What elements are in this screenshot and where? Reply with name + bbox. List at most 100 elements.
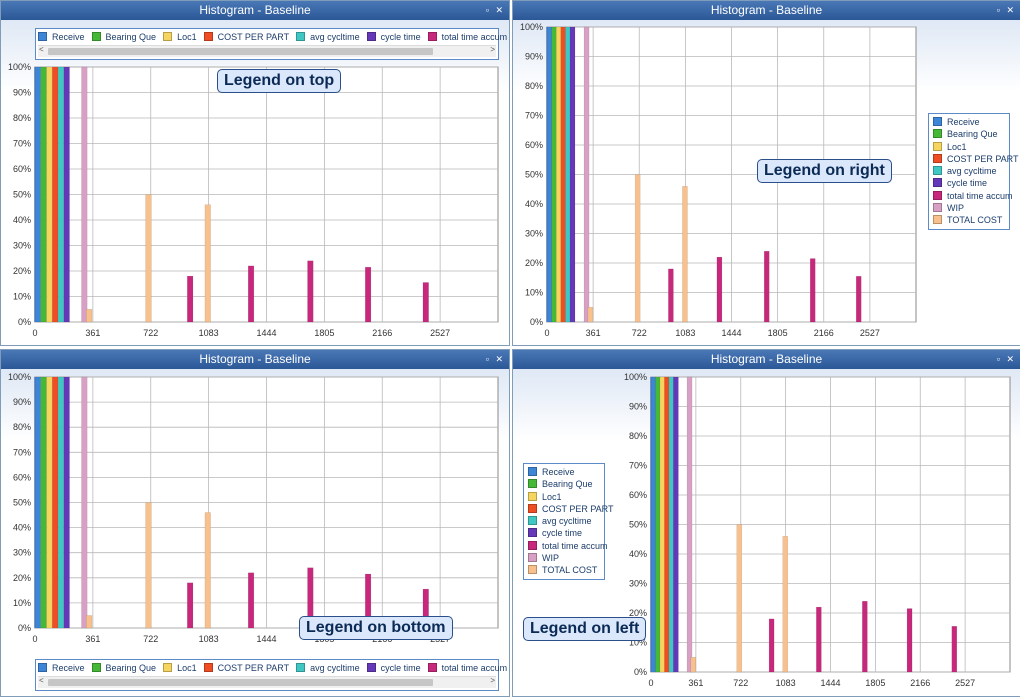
bar-total-cost — [86, 615, 93, 629]
legend-items: Receive Bearing Que Loc1 COST PER PART avg c… — [528, 466, 614, 577]
y-tick-label: 50% — [629, 520, 647, 530]
legend-item[interactable]: avg cycltime — [528, 515, 600, 527]
scroll-right-icon[interactable]: > — [490, 676, 495, 685]
window-buttons-icon[interactable]: ▫ ✕ — [996, 354, 1016, 364]
legend-label: Loc1 — [177, 663, 197, 673]
window-buttons-icon[interactable]: ▫ ✕ — [485, 5, 505, 15]
bar-total-cost — [782, 536, 789, 673]
legend-items: Receive Bearing Que Loc1 COST PER PART avg c… — [933, 116, 1019, 227]
legend-scrollbar[interactable]: < > — [38, 45, 496, 57]
x-tick-label: 1083 — [675, 328, 695, 338]
legend-item[interactable]: Bearing Que — [91, 32, 156, 42]
legend-swatch-icon — [528, 565, 537, 575]
legend-swatch-icon — [933, 178, 942, 188]
legend-item[interactable]: Loc1 — [163, 663, 197, 673]
panel-titlebar: Histogram - Baseline ▫ ✕ — [513, 1, 1020, 20]
x-tick-label: 1444 — [820, 678, 840, 688]
legend-scrollbar[interactable]: < > — [38, 676, 496, 688]
legend-item[interactable]: avg cycltime — [933, 165, 1005, 177]
legend-item[interactable]: total time accum — [427, 32, 507, 42]
x-tick-label: 2527 — [860, 328, 880, 338]
legend-swatch-icon — [933, 153, 942, 163]
y-tick-label: 40% — [525, 199, 543, 209]
scroll-thumb[interactable] — [48, 679, 433, 686]
y-tick-label: 70% — [629, 461, 647, 471]
bar-bearing-que — [40, 376, 47, 629]
legend-item[interactable]: COST PER PART — [528, 503, 614, 515]
bar-total-time-accum — [716, 256, 723, 323]
bar-cycle-time — [63, 376, 70, 629]
y-tick-label: 60% — [525, 140, 543, 150]
bar-cycle-time — [673, 376, 679, 673]
legend-label: Bearing Que — [947, 129, 998, 140]
bar-total-cost — [86, 309, 93, 323]
panel-title: Histogram - Baseline — [710, 3, 823, 17]
y-tick-label: 60% — [629, 490, 647, 500]
legend-item[interactable]: Loc1 — [163, 32, 197, 42]
bar-wip — [686, 376, 693, 673]
x-tick-label: 722 — [632, 328, 647, 338]
legend-item[interactable]: COST PER PART — [203, 663, 289, 673]
bar-avg-cycltime — [57, 376, 64, 629]
legend-item[interactable]: Bearing Que — [933, 128, 1005, 140]
legend-item[interactable]: WIP — [933, 202, 1005, 214]
callout-bottom: Legend on bottom — [299, 616, 453, 640]
chart-body: 0% 10% 20% 30% 40% 50% 60% 70% 80% 90% 100% 0 361 722… — [513, 20, 1020, 345]
legend-item[interactable]: total time accum — [933, 190, 1013, 202]
legend-item[interactable]: Receive — [933, 116, 1005, 128]
legend-item[interactable]: Receive — [528, 466, 600, 478]
scroll-thumb[interactable] — [48, 48, 433, 55]
legend-label: Receive — [52, 32, 85, 42]
scroll-left-icon[interactable]: < — [39, 45, 44, 54]
legend-item[interactable]: Bearing Que — [91, 663, 156, 673]
legend-item[interactable]: COST PER PART — [203, 32, 290, 42]
y-tick-label: 20% — [13, 266, 31, 276]
bar-total-cost — [587, 307, 594, 323]
legend-label: total time accum — [542, 540, 608, 551]
legend-item[interactable]: TOTAL COST — [933, 214, 1005, 226]
y-tick-label: 80% — [629, 431, 647, 441]
legend-swatch-icon — [528, 467, 537, 476]
legend-label: Loc1 — [177, 32, 197, 42]
legend-swatch-icon — [163, 663, 173, 672]
legend-item[interactable]: cycle time — [528, 527, 600, 539]
bar-avg-cycltime — [565, 26, 571, 323]
legend-item[interactable]: avg cycltime — [296, 32, 360, 42]
window-buttons-icon[interactable]: ▫ ✕ — [996, 5, 1016, 15]
legend-item[interactable]: Bearing Que — [528, 478, 600, 490]
legend-label: COST PER PART — [217, 32, 290, 42]
x-tick-label: 0 — [32, 328, 37, 338]
histogram-panel-bottom-legend: Histogram - Baseline ▫ ✕ 0% 10% 20% 30% 40% 5… — [0, 349, 510, 697]
legend-item[interactable]: COST PER PART — [933, 153, 1019, 165]
y-tick-label: 60% — [13, 164, 31, 174]
y-tick-label: 40% — [629, 549, 647, 559]
chart-body: 0% 10% 20% 30% 40% 50% 60% 70% 80% 90% 100% 0 361 722… — [1, 369, 509, 696]
legend-item[interactable]: total time accum — [427, 663, 508, 673]
bar-total-cost — [634, 174, 641, 323]
y-tick-label: 100% — [8, 62, 31, 72]
legend-item[interactable]: avg cycltime — [296, 663, 360, 673]
scroll-right-icon[interactable]: > — [490, 45, 495, 54]
legend-item[interactable]: Loc1 — [528, 491, 600, 503]
legend-item[interactable]: Receive — [38, 663, 85, 673]
legend-item[interactable]: WIP — [528, 552, 600, 564]
legend-swatch-icon — [528, 491, 537, 501]
x-tick-label: 361 — [85, 634, 100, 644]
legend-item[interactable]: Receive — [38, 32, 85, 42]
x-tick-label: 722 — [733, 678, 748, 688]
legend-item[interactable]: cycle time — [933, 177, 1005, 189]
legend-item[interactable]: TOTAL COST — [528, 564, 600, 576]
legend-item[interactable]: Loc1 — [933, 141, 1005, 153]
legend-label: Receive — [947, 117, 980, 127]
legend-label: total time accum — [441, 663, 508, 673]
histogram-panel-right-legend: Histogram - Baseline ▫ ✕ 0% 10% 20% 30% 40% 5… — [512, 0, 1020, 346]
scroll-left-icon[interactable]: < — [39, 676, 44, 685]
legend-item[interactable]: cycle time — [366, 663, 421, 673]
bar-total-time-accum — [855, 276, 862, 323]
window-buttons-icon[interactable]: ▫ ✕ — [485, 354, 505, 364]
legend-swatch-icon — [528, 528, 537, 538]
legend-item[interactable]: total time accum — [528, 540, 608, 552]
bar-total-cost — [204, 512, 211, 629]
x-tick-label: 2527 — [955, 678, 975, 688]
legend-item[interactable]: cycle time — [366, 32, 421, 42]
